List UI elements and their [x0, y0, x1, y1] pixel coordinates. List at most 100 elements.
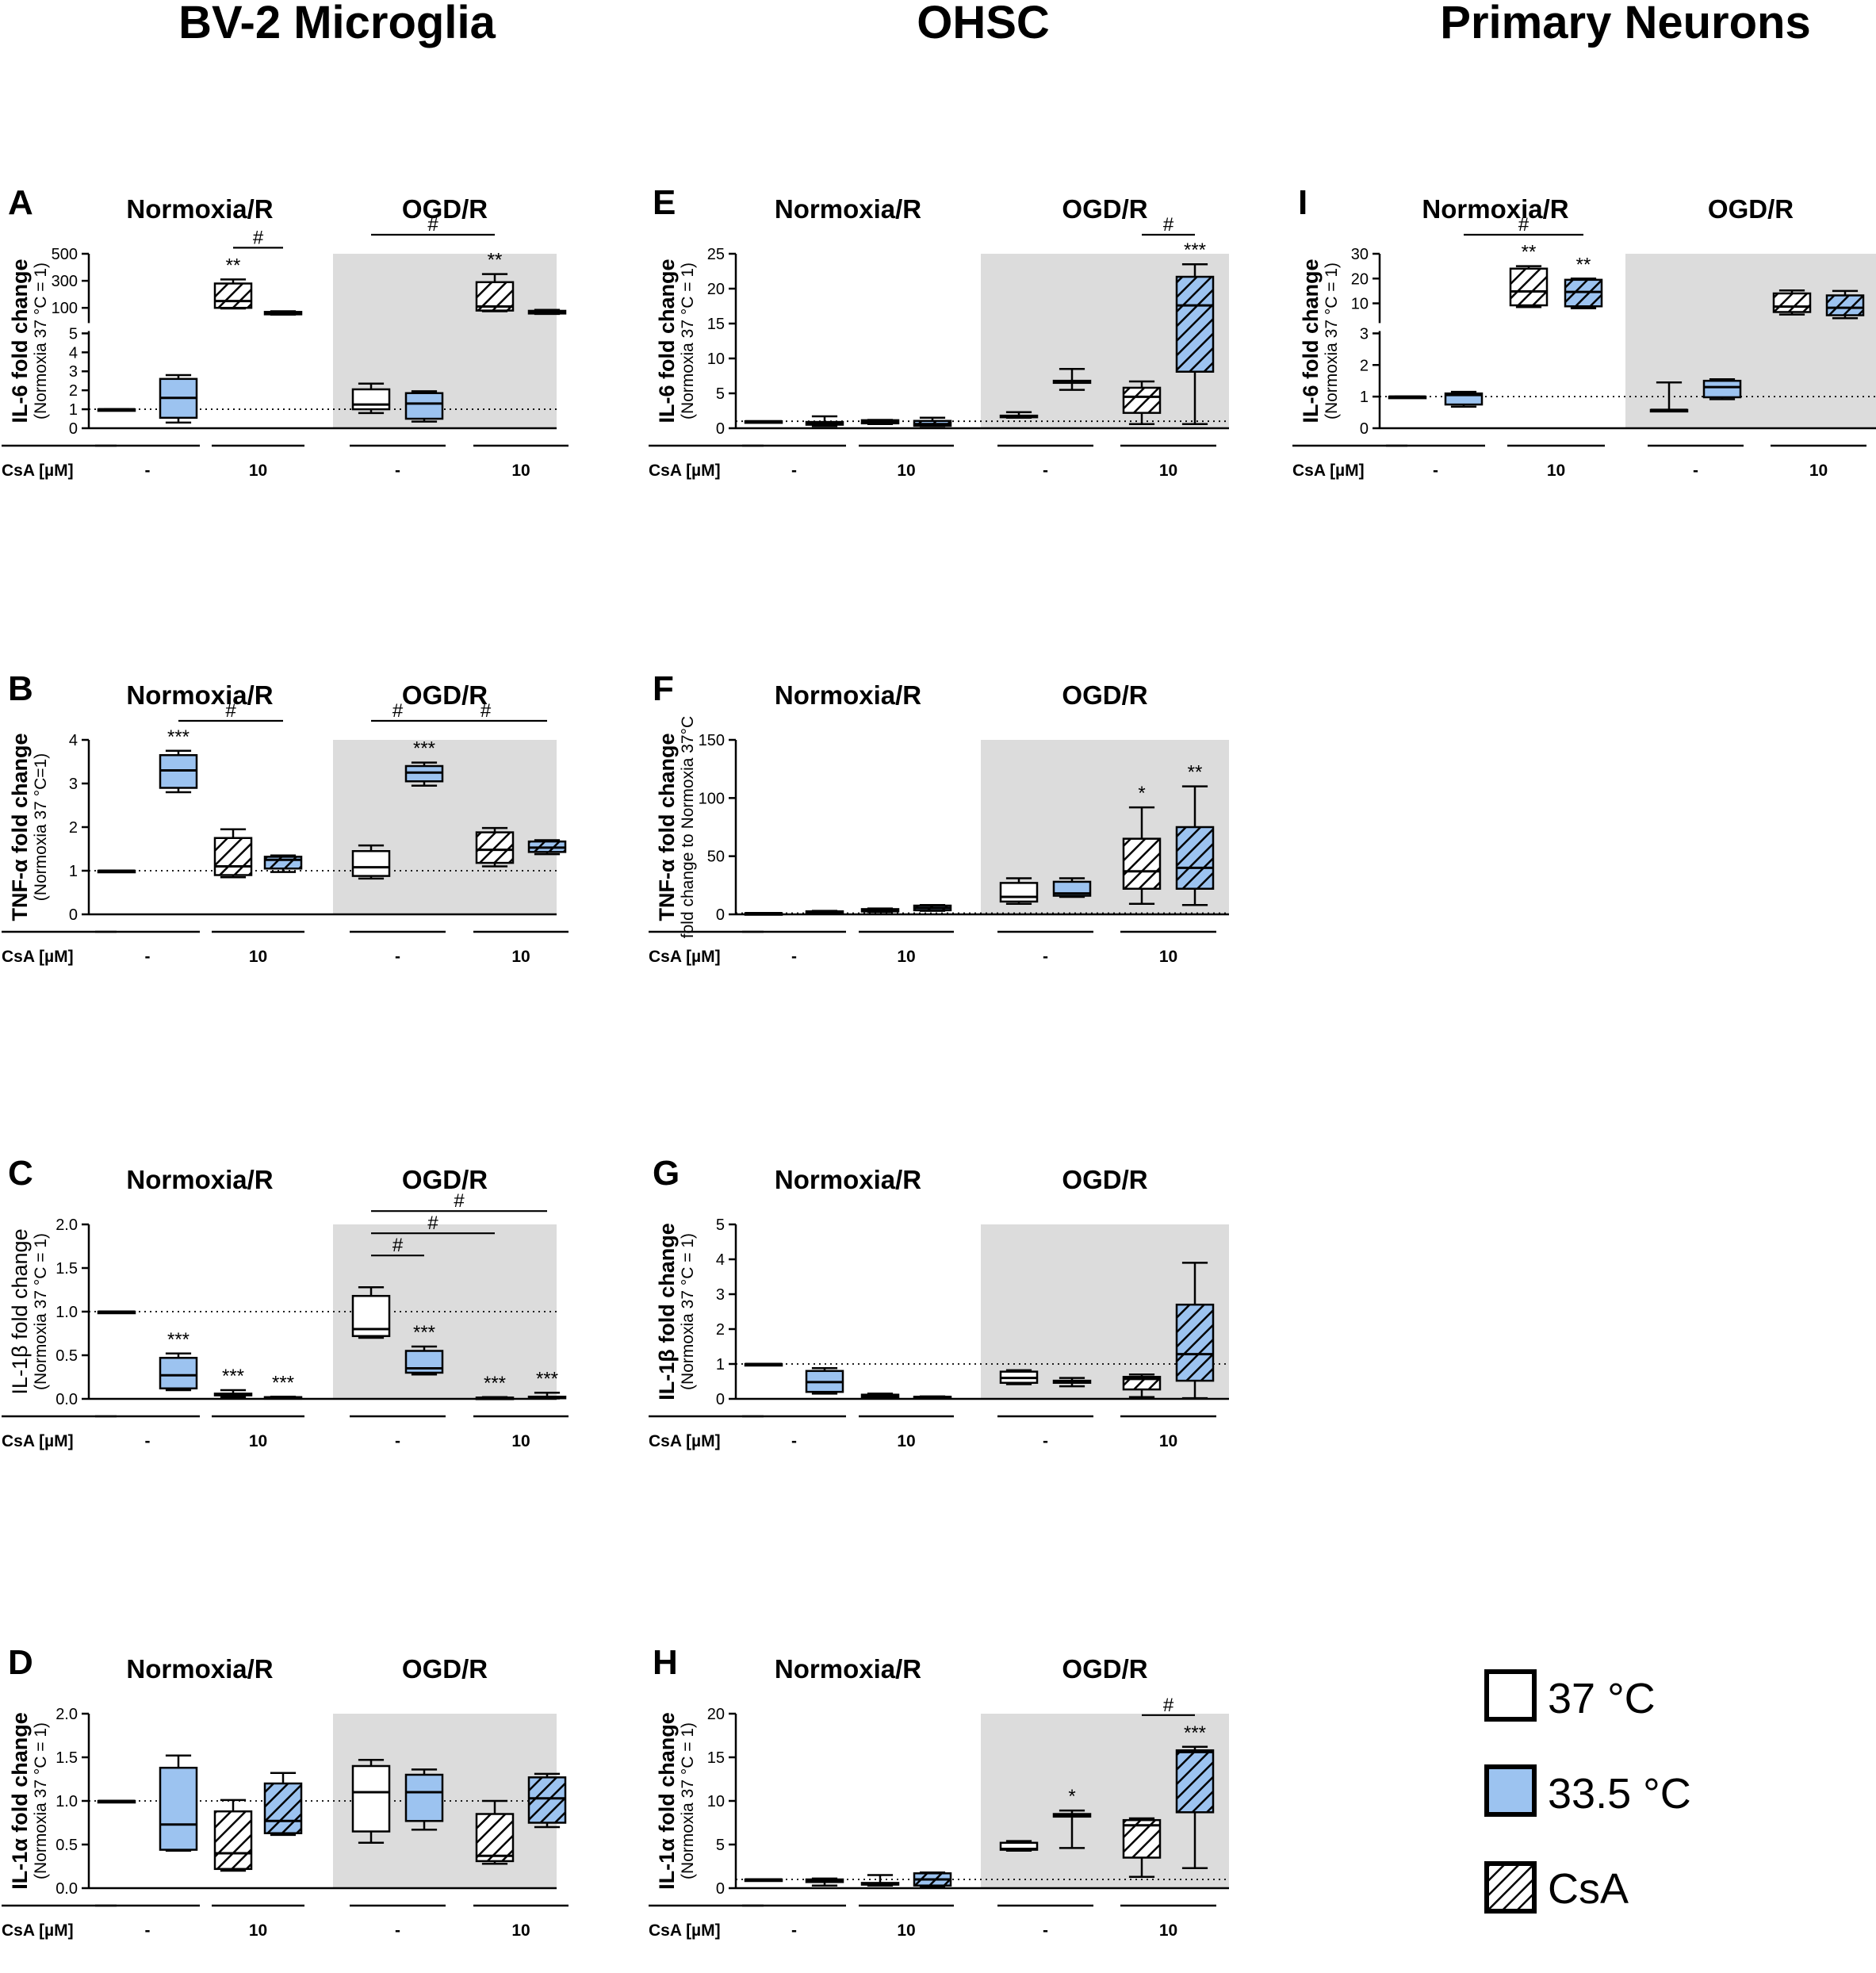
y-tick-label: 0 — [716, 906, 725, 924]
csa-group-label: 10 — [249, 462, 267, 480]
y-tick-label: 0 — [716, 420, 725, 438]
bracket-label: # — [427, 1213, 438, 1234]
bracket-label: # — [392, 1235, 404, 1256]
bracket-label: # — [253, 227, 264, 248]
y-axis-sublabel: fold change to Normoxia 37°C — [679, 716, 697, 938]
y-tick-label: 0 — [69, 906, 78, 924]
box-3 — [913, 416, 952, 427]
box-body — [1825, 294, 1865, 316]
box-7 — [527, 1772, 567, 1829]
y-axis-label: IL-1α fold change — [655, 1712, 679, 1890]
csa-group-label: 10 — [511, 948, 530, 966]
box-3 — [913, 1871, 952, 1888]
y-tick-label: 1 — [716, 1356, 725, 1373]
box-5 — [404, 1345, 444, 1376]
significance-star: *** — [413, 1322, 435, 1343]
panel-D: D Normoxia/R OGD/R 0.0 0.5 1.0 1.5 2.0 IL-1α fol… — [2, 1643, 569, 1940]
y-tick-label: 4 — [716, 1251, 725, 1269]
legend-swatch-csa — [1484, 1861, 1537, 1914]
box-4 — [351, 1285, 391, 1339]
box-body — [475, 1813, 515, 1863]
y-tick-label: 2 — [69, 819, 78, 837]
y-axis-label: IL-6 fold change — [8, 259, 32, 423]
box-4 — [351, 1759, 391, 1845]
box-body — [351, 850, 391, 877]
significance-star: ** — [488, 250, 503, 271]
significance-star: *** — [413, 738, 435, 760]
axis-break — [1375, 323, 1384, 331]
y-tick-label: 3 — [69, 776, 78, 793]
y-tick-label: 2 — [69, 382, 78, 400]
significance-star: ** — [1576, 254, 1591, 275]
csa-group-label: 10 — [511, 462, 530, 480]
box-0 — [97, 869, 136, 874]
box-7 — [1175, 785, 1215, 906]
y-tick-label: 3 — [716, 1286, 725, 1304]
box-5 — [1052, 1377, 1092, 1388]
panel-letter: I — [1298, 183, 1307, 222]
csa-label: CsA [µM] — [649, 462, 721, 480]
box-body — [213, 282, 253, 309]
y-axis-label: IL-6 fold change — [655, 259, 679, 423]
y-axis-label: IL-1β fold change — [655, 1223, 679, 1400]
y-tick-label: 1.0 — [56, 1793, 78, 1810]
csa-group-label: - — [145, 948, 151, 966]
box-0 — [744, 420, 783, 424]
significance-star: *** — [222, 1366, 244, 1387]
box-body — [1122, 386, 1162, 414]
box-2 — [213, 1799, 253, 1872]
legend-label-csa: CsA — [1548, 1865, 1629, 1913]
csa-label: CsA [µM] — [2, 948, 74, 966]
significance-star: *** — [167, 726, 190, 748]
y-tick-label: 20 — [707, 281, 725, 298]
condition-label: Normoxia/R — [775, 194, 921, 224]
csa-group-label: - — [145, 462, 151, 480]
legend-swatch-335 — [1484, 1764, 1537, 1817]
y-tick-label: 300 — [52, 273, 78, 290]
y-tick-label: 1.5 — [56, 1260, 78, 1278]
csa-group-label: - — [1043, 1432, 1048, 1450]
y-tick-label: 50 — [707, 849, 725, 866]
bracket-label: # — [427, 214, 438, 236]
box-1 — [159, 1754, 198, 1852]
box-body — [404, 1773, 444, 1822]
box-0 — [1388, 395, 1427, 400]
significance-star: *** — [1184, 1722, 1206, 1744]
box-body — [159, 1766, 198, 1851]
box-body — [159, 1357, 198, 1390]
bracket-label: # — [1163, 1695, 1174, 1716]
panel-letter: B — [8, 669, 33, 708]
panel-letter: G — [653, 1154, 680, 1193]
y-tick-label: 5 — [716, 385, 725, 403]
y-axis-sublabel: (Normoxia 37 °C = 1) — [32, 1233, 50, 1390]
y-tick-label: 15 — [707, 316, 725, 333]
box-5 — [1702, 377, 1742, 400]
column-title-ohsc: OHSC — [917, 0, 1050, 48]
box-7 — [1175, 1262, 1215, 1400]
csa-group-label: - — [791, 948, 797, 966]
box-body — [1509, 267, 1549, 307]
csa-group-label: - — [145, 1921, 151, 1940]
condition-label: Normoxia/R — [126, 1165, 273, 1194]
csa-label: CsA [µM] — [649, 1921, 721, 1940]
csa-label: CsA [µM] — [649, 948, 721, 966]
significance-star: ** — [1188, 762, 1203, 783]
condition-label: Normoxia/R — [126, 680, 273, 710]
csa-group-label: 10 — [1547, 462, 1565, 480]
condition-label: Normoxia/R — [775, 680, 921, 710]
bracket-label: # — [1163, 214, 1174, 236]
csa-group-label: 10 — [897, 1921, 915, 1940]
csa-group-label: 10 — [511, 1921, 530, 1940]
panel-letter: A — [8, 183, 33, 222]
condition-label: Normoxia/R — [126, 1654, 273, 1684]
y-tick-label: 1 — [69, 863, 78, 880]
ogd-shade — [333, 740, 557, 914]
condition-label: OGD/R — [402, 1654, 488, 1684]
y-tick-label: 10 — [707, 1793, 725, 1810]
condition-label: OGD/R — [1062, 680, 1147, 710]
y-tick-label: 0.0 — [56, 1880, 78, 1898]
box-body — [404, 392, 444, 420]
panel-E: E Normoxia/R OGD/R 0 5 10 15 20 25 IL-6 fold chan… — [649, 183, 1229, 480]
csa-group-label: - — [1043, 462, 1048, 480]
y-axis-sublabel: (Normoxia 37 °C=1) — [32, 753, 50, 901]
